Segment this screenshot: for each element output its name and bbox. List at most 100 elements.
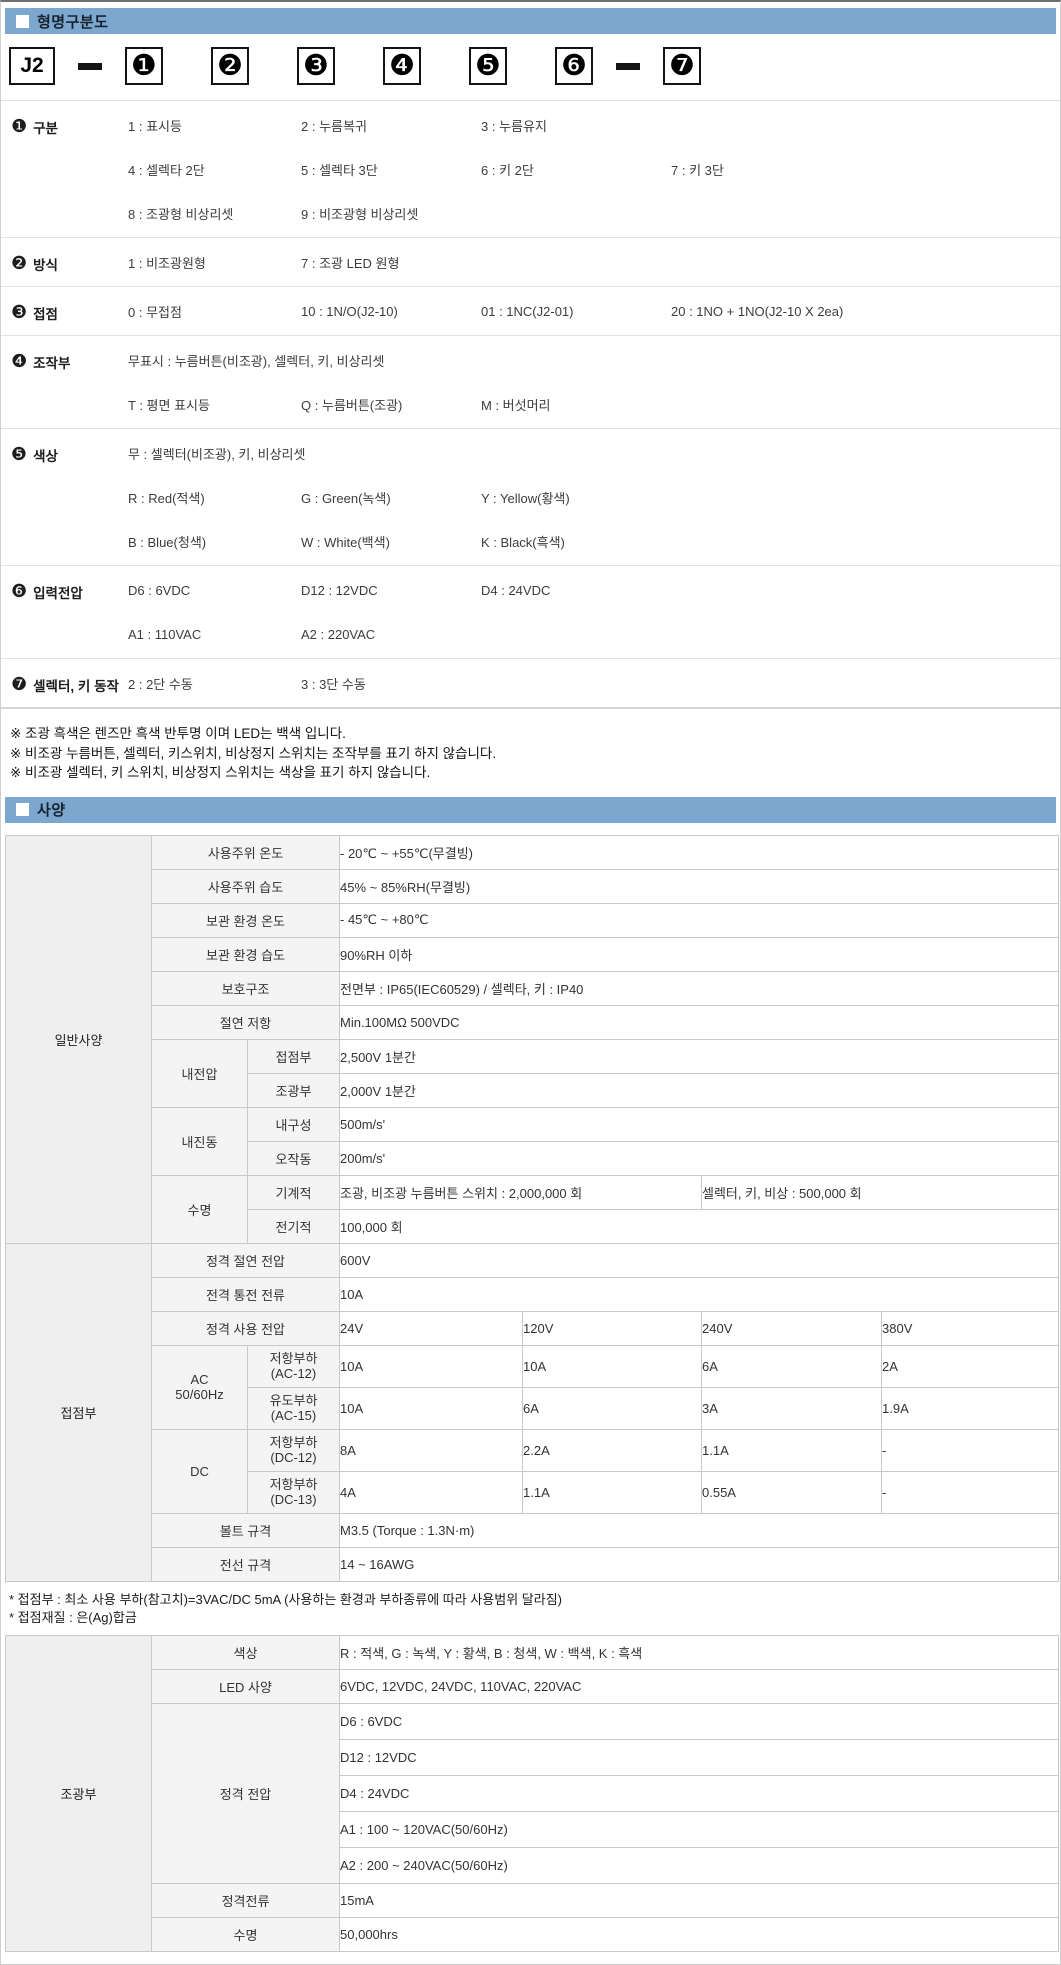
option-text: T : 평면 표시등	[128, 397, 210, 413]
spec-value: D12 : 12VDC	[339, 1738, 1060, 1776]
spec-sub-label: 저항부하 (AC-12)	[247, 1344, 340, 1388]
spec-value: 전면부 : IP65(IEC60529) / 셀렉타, 키 : IP40	[338, 970, 1060, 1006]
spec-value: 셀렉터, 키, 비상 : 500,000 회	[700, 1174, 1060, 1210]
option-text: 10 : 1N/O(J2-10)	[301, 303, 398, 319]
spec-value: - 20℃ ~ +55℃(무결빙)	[338, 834, 1060, 870]
section-title-model-code: 형명구분도	[37, 13, 109, 31]
options-line: 4 : 셀렉타 2단 5 : 셀렉타 3단 6 : 키 2단 7 : 키 3단	[128, 147, 1060, 191]
square-bullet-icon	[16, 14, 29, 28]
row-label-text: 입력전압	[33, 585, 83, 601]
spec-sub-label-line: 저항부하	[269, 1477, 318, 1492]
spec-label: DC	[151, 1428, 248, 1514]
spec-table-main: 일반사양 사용주위 온도 - 20℃ ~ +55℃(무결빙) 사용주위 습도 4…	[5, 834, 1060, 1582]
spec-value: 500m/s'	[338, 1106, 1060, 1142]
spec-label: 전선 규격	[151, 1546, 340, 1582]
row-options: 0 : 무접점 10 : 1N/O(J2-10) 01 : 1NC(J2-01)…	[128, 289, 1060, 333]
spec-value: 240V	[701, 1310, 882, 1346]
option-text: 8 : 조광형 비상리셋	[128, 206, 234, 222]
group-label: 접점부	[5, 1242, 152, 1582]
model-classification-table: ❶ 구분 1 : 표시등 2 : 누름복귀 3 : 누름유지 4 : 셀렉타 2…	[1, 100, 1060, 709]
classification-notes: ※ 조광 흑색은 렌즈만 흑색 반투명 이며 LED는 백색 입니다. ※ 비조…	[10, 724, 1060, 783]
options-line: T : 평면 표시등 Q : 누름버튼(조광) M : 버섯머리	[128, 382, 1060, 426]
spec-value: 조광, 비조광 누름버튼 스위치 : 2,000,000 회	[339, 1174, 702, 1210]
classification-row-saeksang: ❺ 색상 무 : 셀렉터(비조광), 키, 비상리셋 R : Red(적색) G…	[1, 429, 1060, 566]
row-label: ❺ 색상	[1, 431, 128, 465]
spec-value: 24V	[339, 1310, 523, 1346]
spec-value: 6VDC, 12VDC, 24VDC, 110VAC, 220VAC	[339, 1668, 1060, 1704]
spec-label: 내진동	[151, 1106, 248, 1176]
spec-sub-label: 저항부하 (DC-12)	[247, 1428, 340, 1472]
options-line: A1 : 110VAC A2 : 220VAC	[128, 612, 1060, 656]
option-text: 무표시 : 누름버튼(비조광), 셀렉터, 키, 비상리셋	[128, 353, 385, 369]
spec-label: 사용주위 습도	[151, 868, 340, 904]
spec-sub-label: 조광부	[247, 1072, 340, 1108]
row-options: 1 : 비조광원형 7 : 조광 LED 원형	[128, 240, 1060, 284]
spec-value: 50,000hrs	[339, 1916, 1060, 1952]
digit-box-3: ❸	[297, 47, 335, 85]
spec-value: 8A	[339, 1428, 523, 1472]
note-line: * 접점부 : 최소 사용 부하(참고치)=3VAC/DC 5mA (사용하는 …	[9, 1591, 562, 1607]
spec-table-illuminated: 조광부 색상 R : 적색, G : 녹색, Y : 황색, B : 청색, W…	[5, 1634, 1060, 1952]
spec-label: AC 50/60Hz	[151, 1344, 248, 1430]
option-text: 2 : 누름복귀	[301, 118, 367, 134]
spec-value: 2,000V 1분간	[338, 1072, 1060, 1108]
spec-sub-label: 접점부	[247, 1038, 340, 1074]
option-text: M : 버섯머리	[481, 397, 551, 413]
spec-value: A1 : 100 ~ 120VAC(50/60Hz)	[339, 1810, 1060, 1848]
spec-value: -	[880, 1470, 1060, 1514]
option-text: 0 : 무접점	[128, 304, 182, 320]
option-text: 01 : 1NC(J2-01)	[481, 303, 574, 319]
group-label: 일반사양	[5, 834, 152, 1244]
spec-section-illuminated: 조광부 색상 R : 적색, G : 녹색, Y : 황색, B : 청색, W…	[5, 1634, 1060, 1952]
circled-digit-icon: ❶	[11, 116, 28, 136]
row-label-text: 접점	[33, 306, 58, 322]
spec-value: 2A	[880, 1344, 1060, 1388]
option-text: 4 : 셀렉타 2단	[128, 162, 205, 178]
row-options: 무 : 셀렉터(비조광), 키, 비상리셋 R : Red(적색) G : Gr…	[128, 431, 1060, 563]
square-bullet-icon	[16, 803, 29, 816]
spec-label: 절연 저항	[151, 1004, 340, 1040]
spec-value: 10A	[339, 1344, 523, 1388]
spec-label: 보관 환경 온도	[151, 902, 340, 938]
option-text: 3 : 누름유지	[481, 118, 547, 134]
spec-value: 0.55A	[701, 1470, 882, 1514]
spec-value: 2,500V 1분간	[338, 1038, 1060, 1074]
row-options: D6 : 6VDC D12 : 12VDC D4 : 24VDC A1 : 11…	[128, 568, 1060, 656]
spec-label: 전격 통전 전류	[151, 1276, 340, 1312]
option-text: D4 : 24VDC	[481, 582, 551, 598]
dash-icon	[78, 62, 102, 70]
option-text: 5 : 셀렉타 3단	[301, 162, 378, 178]
spec-label: 보관 환경 습도	[151, 936, 340, 972]
spec-label: LED 사양	[150, 1668, 341, 1704]
spec-label: 사용주위 온도	[151, 834, 340, 870]
spec-label: 정격 절연 전압	[151, 1242, 340, 1278]
spec-value: 6A	[701, 1344, 882, 1388]
spec-value: D4 : 24VDC	[339, 1774, 1060, 1812]
digit-box-7: ❼	[663, 47, 701, 85]
option-text: 9 : 비조광형 비상리셋	[301, 206, 419, 222]
row-label-text: 색상	[33, 448, 58, 464]
option-text: D6 : 6VDC	[128, 582, 191, 598]
option-text: A2 : 220VAC	[301, 626, 376, 642]
group-label: 조광부	[5, 1634, 152, 1952]
spec-label: 수명	[150, 1916, 341, 1952]
model-prefix-box: J2	[9, 47, 55, 85]
spec-value: 1.9A	[880, 1386, 1060, 1430]
row-label: ❼ 셀렉터, 키 동작	[1, 661, 128, 695]
spec-label: 내전압	[151, 1038, 248, 1108]
row-label: ❶ 구분	[1, 103, 128, 137]
row-label: ❷ 방식	[1, 240, 128, 274]
spec-value: 10A	[522, 1344, 702, 1388]
option-text: W : White(백색)	[301, 534, 390, 550]
option-text: 무 : 셀렉터(비조광), 키, 비상리셋	[128, 446, 306, 462]
row-label-text: 조작부	[33, 355, 71, 371]
option-text: 7 : 조광 LED 원형	[301, 255, 400, 271]
spec-label: 볼트 규격	[151, 1512, 340, 1548]
spec-value: 10A	[338, 1276, 1060, 1312]
row-label: ❹ 조작부	[1, 338, 128, 372]
option-text: D12 : 12VDC	[301, 582, 378, 598]
digit-box-5: ❺	[469, 47, 507, 85]
section-header-model-code: 형명구분도	[5, 8, 1056, 34]
classification-row-voltage: ❻ 입력전압 D6 : 6VDC D12 : 12VDC D4 : 24VDC …	[1, 566, 1060, 659]
spec-value: 200m/s'	[338, 1140, 1060, 1176]
